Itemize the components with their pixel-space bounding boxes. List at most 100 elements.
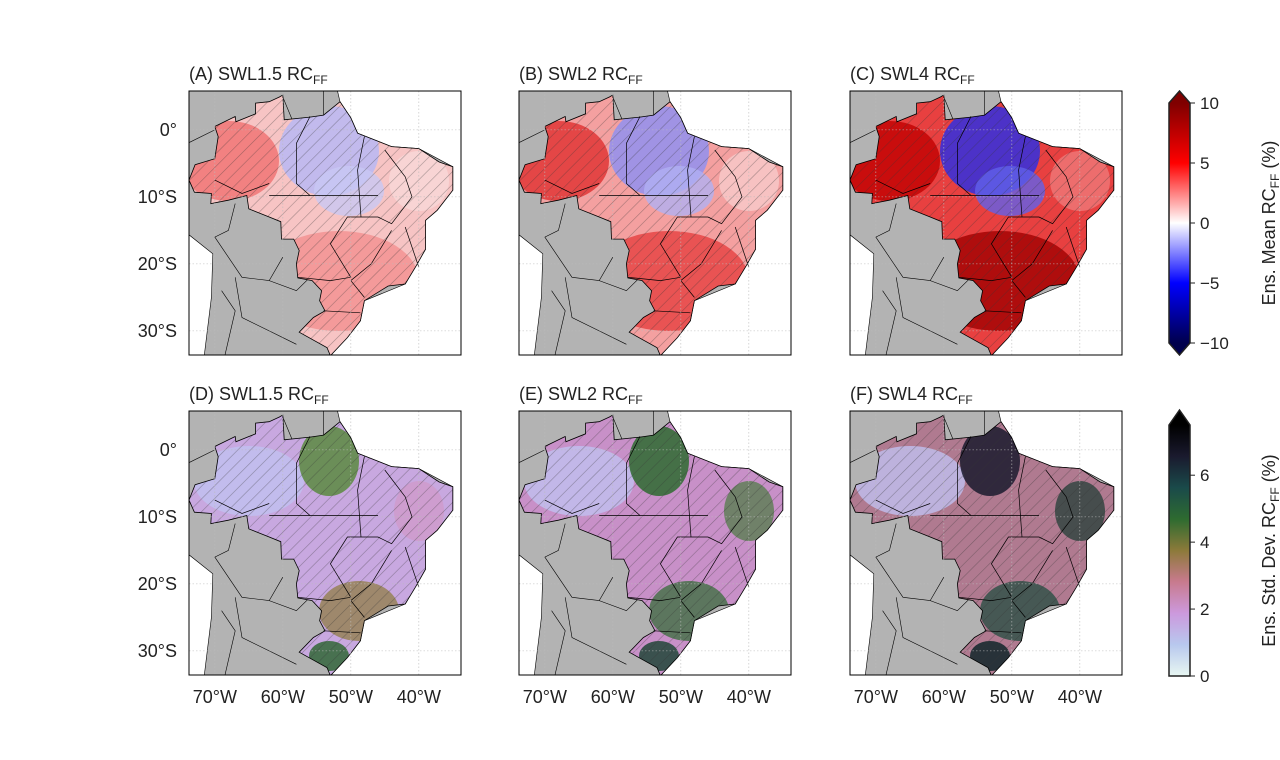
state-border: [659, 216, 708, 281]
country-border: [930, 597, 972, 612]
country-border: [850, 129, 876, 143]
state-border: [404, 546, 420, 588]
country-border: [599, 597, 641, 612]
state-border: [297, 596, 331, 601]
colorbar-outline: [1168, 408, 1191, 677]
state-border: [707, 149, 743, 225]
state-border: [323, 310, 361, 314]
country-border: [214, 523, 236, 558]
axes-frame: [518, 90, 792, 356]
lon-tick-label: 60°W: [591, 687, 635, 707]
state-border: [329, 536, 378, 601]
state-border: [1038, 149, 1074, 225]
map-panel-f: (F) SWL4 RCFF 70°W 60°W 50°W 40°W: [849, 384, 1123, 707]
state-border: [544, 179, 600, 194]
state-border: [687, 136, 695, 218]
state-border: [626, 436, 641, 516]
state-border: [990, 216, 1039, 281]
country-border: [875, 203, 897, 238]
colorbar-tick-label: 0: [1200, 667, 1209, 686]
lat-tick-label: 20°S: [138, 574, 177, 594]
colorbar-tick-label: 2: [1200, 600, 1209, 619]
state-border: [214, 179, 270, 194]
lat-tick-label: 0°: [160, 120, 177, 140]
panel-title: (D) SWL1.5 RCFF: [189, 384, 329, 407]
state-border: [875, 499, 931, 514]
significance-hatching: [850, 95, 1114, 355]
brazil-border: [189, 94, 454, 355]
lon-tick-label: 40°W: [1058, 687, 1102, 707]
colorbar-tick-label: 5: [1200, 154, 1209, 173]
colorbar-gradient: [1169, 425, 1190, 676]
state-border: [1038, 469, 1074, 545]
country-border: [544, 523, 566, 558]
lon-tick-label: 50°W: [659, 687, 703, 707]
state-border: [1011, 550, 1053, 618]
state-border: [377, 469, 413, 545]
country-border: [551, 610, 566, 675]
lat-tick-label: 10°S: [138, 187, 177, 207]
lat-tick-label: 10°S: [138, 507, 177, 527]
panel-title: (C) SWL4 RCFF: [850, 64, 975, 87]
significance-hatching: [189, 95, 453, 355]
state-border: [329, 216, 378, 281]
state-border: [297, 276, 331, 281]
lon-tick-label: 70°W: [193, 687, 237, 707]
brazil-border: [189, 414, 454, 675]
country-border: [895, 597, 958, 665]
panel-title: (F) SWL4 RCFF: [850, 384, 973, 407]
brazil-border: [850, 414, 1115, 675]
country-border: [850, 449, 876, 463]
state-border: [323, 630, 361, 634]
state-border: [350, 230, 392, 298]
colorbar-label: Ens. Std. Dev. RCFF (%): [1259, 454, 1280, 646]
axes-frame: [188, 410, 462, 676]
state-border: [1065, 226, 1081, 268]
colorbar-label-unit: (%): [1259, 454, 1279, 487]
significance-hatching: [519, 95, 783, 355]
state-border: [214, 499, 270, 514]
country-border: [519, 129, 545, 143]
colorbar-tick-label: −5: [1200, 274, 1219, 293]
colorbar-gradient: [1169, 103, 1190, 343]
lon-tick-label: 60°W: [261, 687, 305, 707]
lon-tick-label: 50°W: [990, 687, 1034, 707]
country-border: [234, 277, 297, 345]
state-border: [990, 536, 1039, 601]
state-border: [653, 630, 691, 634]
lat-tick-label: 30°S: [138, 321, 177, 341]
state-border: [957, 116, 972, 196]
state-border: [734, 226, 750, 268]
lat-tick-label: 20°S: [138, 254, 177, 274]
axes-frame: [518, 410, 792, 676]
state-border: [377, 149, 413, 225]
colorbar-extend-min: [1169, 343, 1190, 355]
state-border: [659, 536, 708, 601]
colorbar-tick-label: −10: [1200, 334, 1229, 353]
country-border: [930, 277, 972, 292]
country-border: [875, 523, 897, 558]
brazil-border: [850, 94, 1115, 355]
state-border: [1018, 136, 1026, 218]
state-border: [734, 546, 750, 588]
country-border: [551, 290, 566, 355]
country-border: [599, 277, 641, 292]
lon-tick-label: 70°W: [523, 687, 567, 707]
country-border: [875, 556, 945, 601]
state-border: [958, 276, 992, 281]
axes-frame: [849, 90, 1123, 356]
country-border: [544, 236, 614, 281]
panel-title: (E) SWL2 RCFF: [519, 384, 643, 407]
state-border: [627, 276, 661, 281]
country-border: [544, 203, 566, 238]
state-border: [296, 116, 311, 196]
country-border: [875, 236, 945, 281]
country-border: [269, 597, 311, 612]
map-panel-d: (D) SWL1.5 RCFF 0° 10°S 20°S 30°S 70°W 60°W 50°…: [138, 384, 462, 707]
state-border: [1065, 546, 1081, 588]
country-border: [544, 556, 614, 601]
brazil-border: [519, 94, 784, 355]
colorbar-std: 6 4 2 0 Ens. Std. Dev. RCFF (%): [1168, 408, 1280, 686]
lon-tick-label: 40°W: [397, 687, 441, 707]
